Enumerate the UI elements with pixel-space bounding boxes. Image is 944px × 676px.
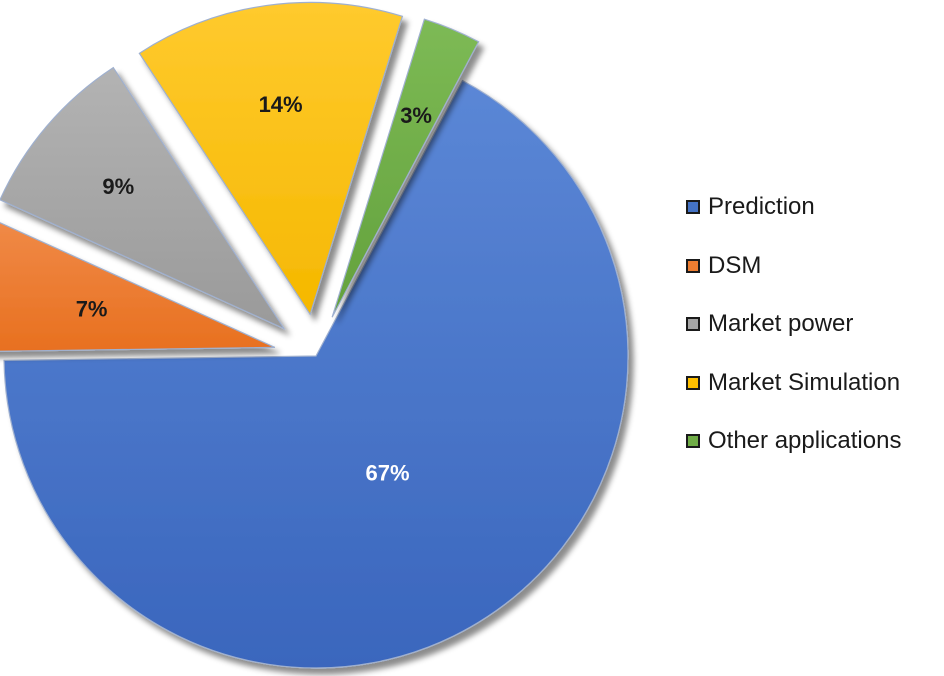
pie-label-market-power: 9% (102, 174, 134, 199)
pie-label-dsm: 7% (76, 297, 108, 322)
legend-label-dsm: DSM (708, 251, 762, 279)
pie-slice-labels: 67% 7% 9% 14% 3% (76, 92, 432, 486)
pie-label-market-simulation: 14% (259, 92, 303, 117)
pie-slice-other-applications (331, 18, 480, 318)
pie-slice-market-simulation (138, 1, 404, 316)
legend-label-other-applications: Other applications (708, 427, 902, 455)
pie-slice-market-power (0, 66, 286, 331)
legend-label-market-simulation: Market Simulation (708, 368, 901, 396)
legend-swatch-other-applications (686, 434, 700, 449)
legend-item-other-applications: Other applications (686, 412, 944, 471)
legend-label-market-power: Market power (708, 310, 854, 338)
legend-label-prediction: Prediction (708, 193, 815, 221)
pie-label-prediction: 67% (365, 461, 409, 486)
pie-slices (0, 1, 629, 669)
pie-label-other-applications: 3% (400, 103, 432, 128)
legend: Prediction DSM Market power Market Simul… (686, 178, 944, 471)
legend-item-prediction: Prediction (686, 178, 944, 237)
legend-swatch-dsm (686, 258, 700, 273)
legend-item-dsm: DSM (686, 237, 944, 296)
legend-swatch-market-simulation (686, 375, 700, 390)
pie-slice-dsm (0, 222, 276, 352)
legend-swatch-prediction (686, 200, 700, 215)
legend-swatch-market-power (686, 317, 700, 332)
pie-slice-prediction (3, 79, 629, 669)
legend-item-market-power: Market power (686, 295, 944, 354)
legend-item-market-simulation: Market Simulation (686, 354, 944, 413)
